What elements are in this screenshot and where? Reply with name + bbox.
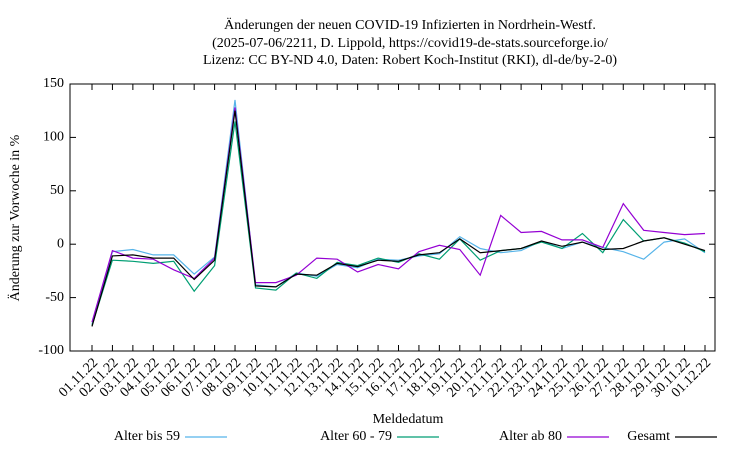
plot-frame bbox=[69, 83, 716, 352]
y-axis-label: Änderung zur Vorwoche in % bbox=[6, 134, 23, 301]
series-line bbox=[91, 107, 706, 323]
y-tick-label: 100 bbox=[43, 130, 64, 145]
series-line bbox=[91, 99, 706, 325]
y-tick-label: 50 bbox=[50, 183, 64, 198]
series-line bbox=[91, 110, 706, 327]
y-tick-label: 150 bbox=[43, 76, 64, 91]
y-tick-label: 0 bbox=[57, 236, 64, 251]
legend-label: Alter bis 59 bbox=[114, 429, 180, 444]
y-tick-label: -100 bbox=[38, 343, 64, 358]
chart-title: Änderungen der neuen COVID-19 Infizierte… bbox=[224, 16, 596, 33]
legend-label: Alter 60 - 79 bbox=[320, 429, 392, 444]
legend-label: Alter ab 80 bbox=[499, 429, 562, 444]
chart-subtitle: (2025-07-06/2211, D. Lippold, https://co… bbox=[212, 36, 608, 51]
chart-subtitle: Lizenz: CC BY-ND 4.0, Daten: Robert Koch… bbox=[203, 53, 617, 68]
y-tick-label: -50 bbox=[45, 290, 64, 305]
series-line bbox=[91, 121, 706, 326]
legend-label: Gesamt bbox=[627, 429, 670, 444]
x-axis-label: Meldedatum bbox=[373, 412, 444, 427]
